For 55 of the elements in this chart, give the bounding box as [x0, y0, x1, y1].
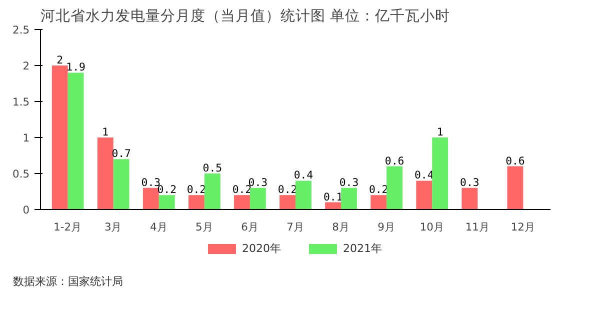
- data-label: 1: [102, 126, 109, 138]
- data-label: 0.3: [460, 176, 480, 189]
- chart-title: 河北省水力发电量分月度（当月值）统计图 单位：亿千瓦小时: [40, 8, 450, 24]
- y-tick-label: 2: [22, 60, 30, 72]
- y-tick-label: 0.5: [12, 168, 30, 180]
- legend-label: 2021年: [343, 241, 382, 257]
- x-tick-label: 10月: [420, 220, 444, 234]
- legend-item: 2021年: [309, 241, 382, 257]
- x-tick-label: 7月: [286, 220, 304, 234]
- bar: [188, 195, 204, 210]
- x-tick-label: 6月: [241, 220, 259, 234]
- legend-item: 2020年: [208, 241, 281, 257]
- bar: [52, 66, 68, 210]
- x-tick-label: 1-2月: [54, 220, 82, 234]
- x-tick-label: 5月: [196, 220, 214, 234]
- data-label: 2: [56, 54, 64, 66]
- bar: [204, 174, 220, 210]
- legend-label: 2020年: [242, 241, 281, 257]
- bar: [386, 166, 403, 210]
- x-tick-label: 4月: [150, 220, 168, 234]
- bar: [68, 72, 84, 210]
- bar: [370, 195, 387, 210]
- x-tick-label: 8月: [332, 220, 350, 234]
- y-tick-label: 2.5: [12, 24, 30, 36]
- data-label: 1: [436, 126, 444, 138]
- y-tick-label: 1.5: [12, 96, 30, 108]
- bar: [113, 159, 130, 210]
- bar: [280, 195, 296, 210]
- data-label: 0.4: [414, 168, 434, 182]
- bar: [416, 180, 432, 210]
- data-label: 0.6: [384, 154, 404, 168]
- bar: [97, 138, 114, 210]
- x-tick-label: 3月: [104, 220, 122, 234]
- data-label: 0.2: [186, 183, 206, 196]
- data-label: 0.5: [202, 162, 222, 174]
- y-tick-label: 0: [22, 204, 30, 216]
- data-label: 0.2: [368, 183, 388, 196]
- source-note: 数据来源：国家统计局: [12, 274, 123, 290]
- bar: [296, 180, 312, 210]
- y-tick-label: 1: [22, 132, 30, 144]
- data-label: 0.6: [506, 154, 525, 168]
- bar: [462, 188, 478, 210]
- x-tick-label: 9月: [378, 220, 396, 234]
- bar: [325, 202, 342, 210]
- bar: [507, 166, 524, 210]
- bar: [142, 188, 159, 210]
- bar: [234, 195, 250, 210]
- x-tick-label: 12月: [510, 220, 536, 234]
- x-tick-label: 11月: [465, 220, 490, 234]
- data-label: 0.4: [294, 168, 314, 182]
- bar: [158, 195, 175, 210]
- bar: [341, 188, 357, 210]
- bar: [250, 188, 266, 210]
- bar: [432, 138, 448, 210]
- data-label: 0.3: [339, 176, 359, 189]
